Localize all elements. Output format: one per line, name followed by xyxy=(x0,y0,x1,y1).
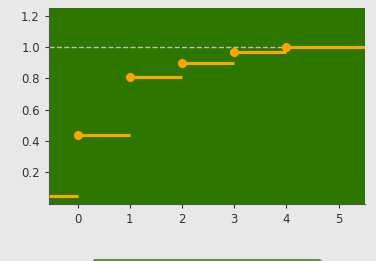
Legend: Frequências relativas acumuladas: Frequências relativas acumuladas xyxy=(93,259,321,261)
